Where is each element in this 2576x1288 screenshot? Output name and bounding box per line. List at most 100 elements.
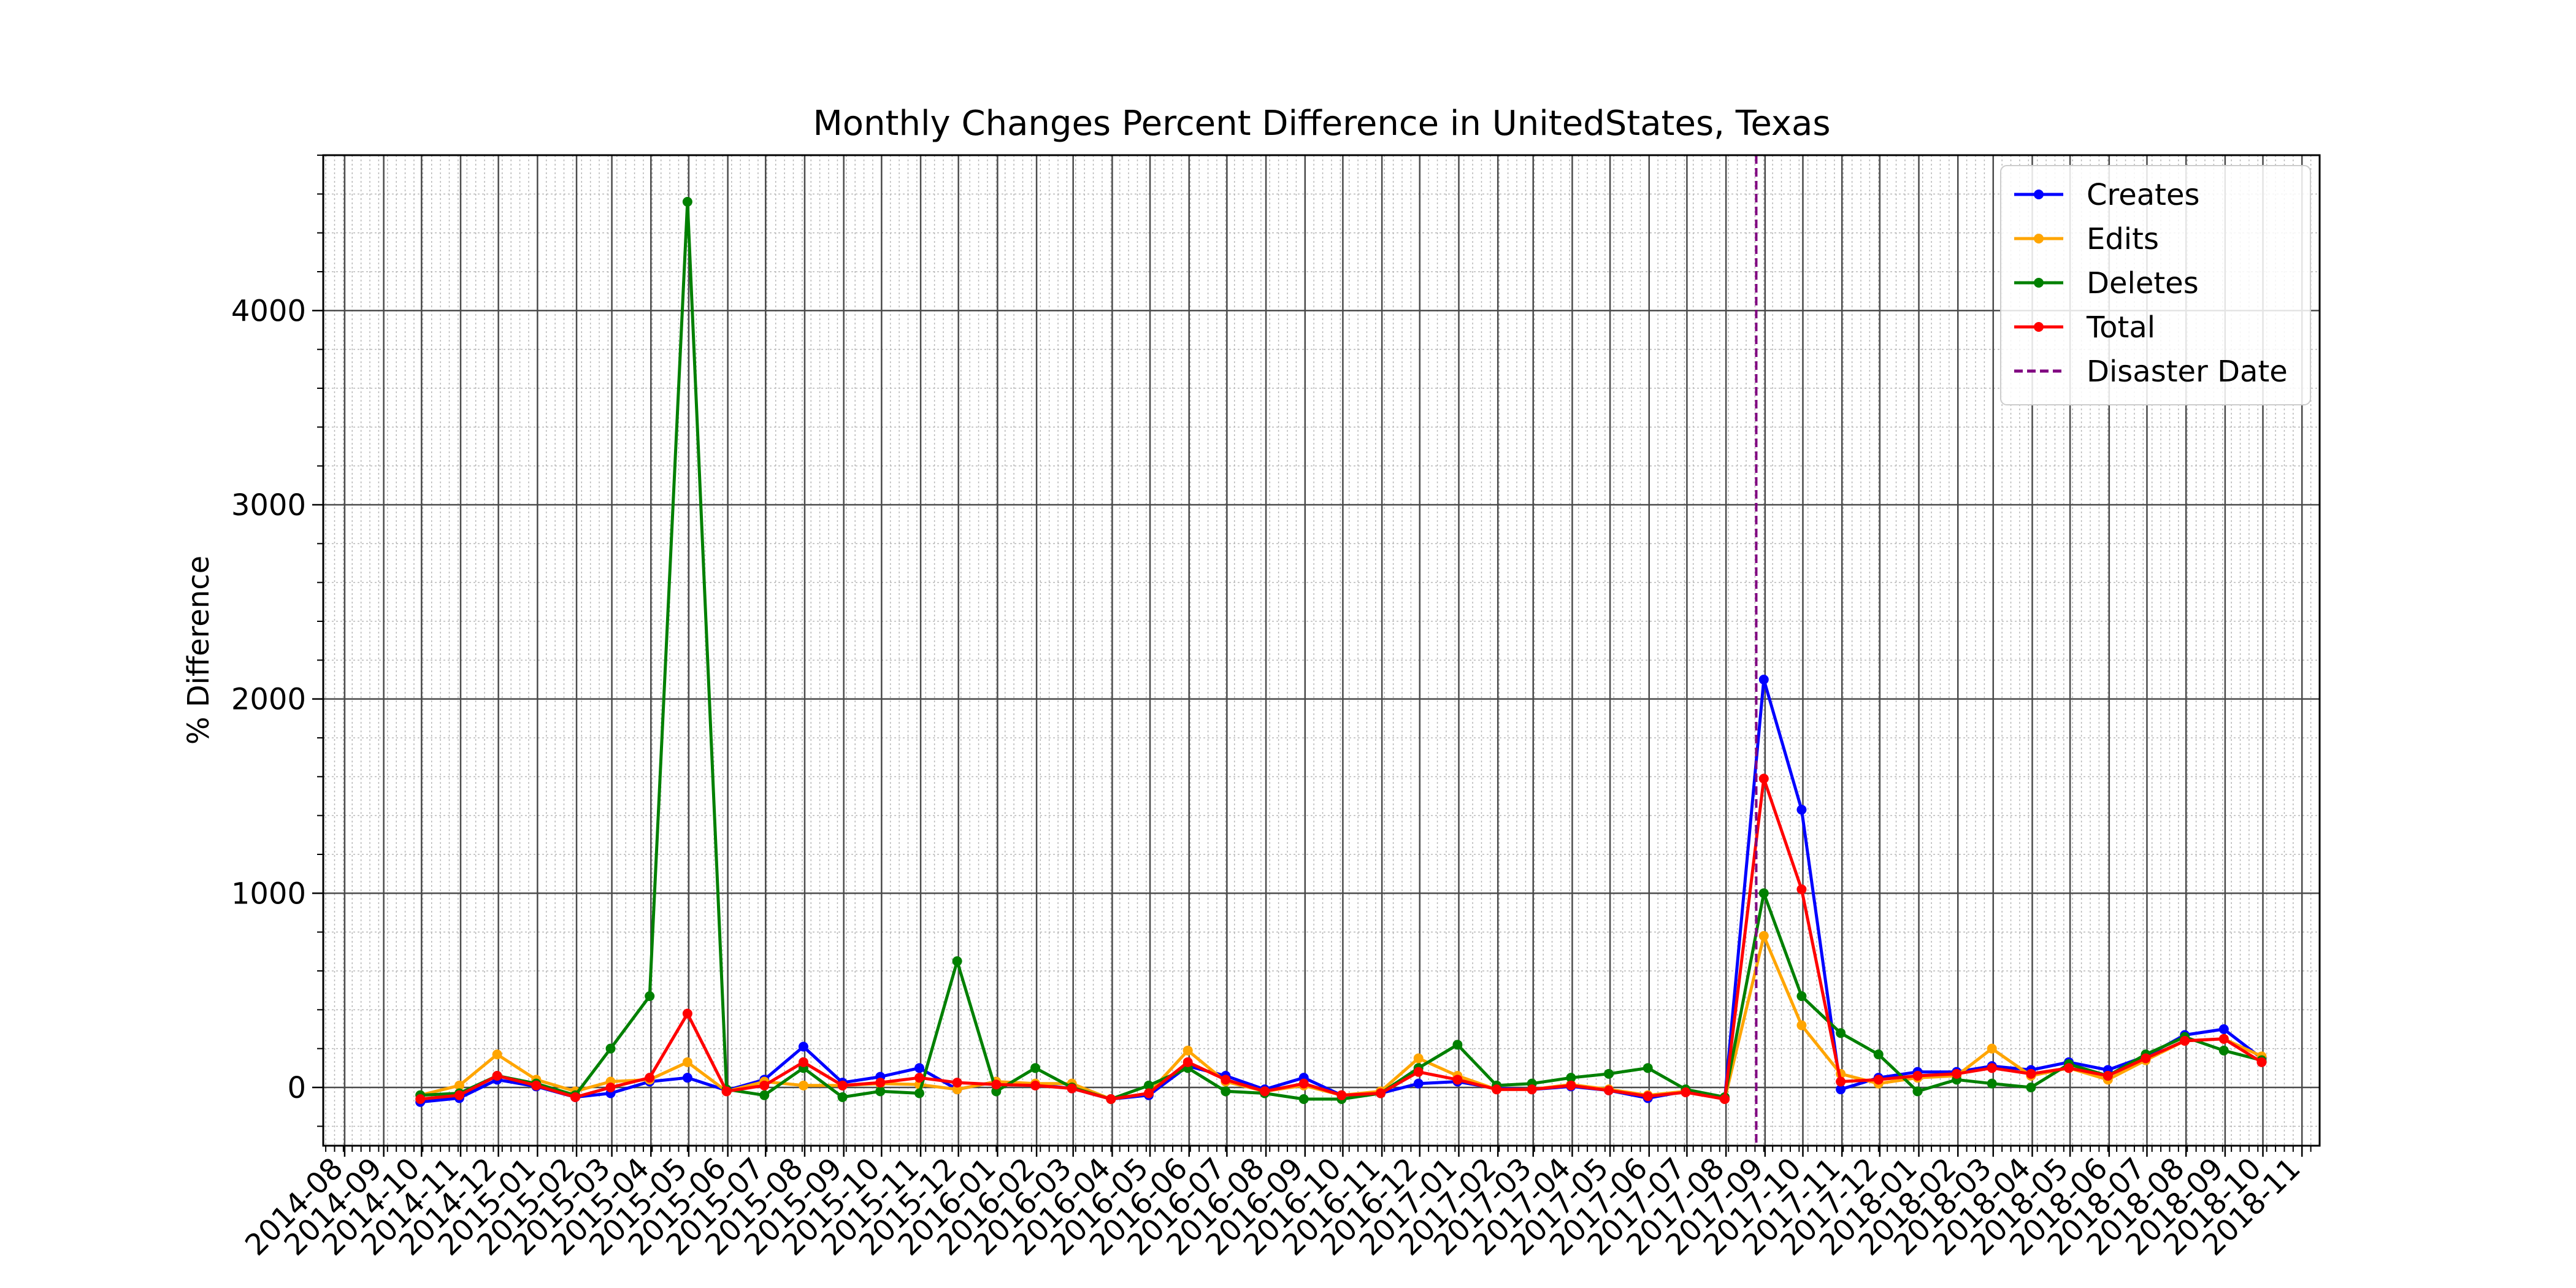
data-point-edits xyxy=(492,1049,502,1060)
legend-marker-total xyxy=(2034,322,2044,332)
data-point-total xyxy=(605,1083,616,1092)
y-tick-label: 4000 xyxy=(231,294,306,328)
data-point-edits xyxy=(1987,1043,1997,1054)
data-point-total xyxy=(1987,1063,1997,1073)
data-point-total xyxy=(1873,1075,1884,1085)
data-point-deletes xyxy=(1143,1080,1154,1091)
data-point-total xyxy=(1260,1086,1270,1097)
data-point-deletes xyxy=(1566,1073,1576,1083)
data-point-deletes xyxy=(1758,888,1769,899)
data-point-edits xyxy=(1758,931,1769,941)
data-point-edits xyxy=(952,1084,962,1095)
data-point-total xyxy=(1604,1085,1614,1095)
data-point-deletes xyxy=(2026,1083,2036,1092)
data-point-total xyxy=(682,1008,692,1019)
legend: Creates Edits Deletes Total Disaster Date xyxy=(2000,165,2311,405)
axis-layer: 2014-082014-092014-102014-112014-122015-… xyxy=(231,155,2312,1262)
data-point-deletes xyxy=(1987,1078,1997,1089)
data-point-total xyxy=(1720,1094,1730,1104)
data-point-total xyxy=(875,1078,886,1088)
data-point-creates xyxy=(2218,1024,2229,1034)
data-point-deletes xyxy=(605,1043,616,1054)
data-point-deletes xyxy=(952,956,962,967)
data-point-total xyxy=(2256,1057,2267,1067)
chart-title: Monthly Changes Percent Difference in Un… xyxy=(813,104,1830,144)
legend-label-deletes: Deletes xyxy=(2087,266,2199,301)
data-point-total xyxy=(645,1073,655,1083)
data-point-total xyxy=(492,1071,502,1081)
data-point-deletes xyxy=(1452,1040,1463,1050)
data-point-total xyxy=(1452,1075,1463,1085)
data-point-deletes xyxy=(837,1092,848,1102)
data-point-creates xyxy=(914,1063,924,1073)
data-point-total xyxy=(1912,1071,1923,1081)
data-point-edits xyxy=(1183,1045,1193,1056)
data-point-total xyxy=(1030,1080,1041,1091)
data-point-creates xyxy=(1758,675,1769,684)
data-point-total xyxy=(1067,1083,1077,1094)
data-point-deletes xyxy=(1030,1063,1041,1073)
data-point-total xyxy=(1796,884,1807,894)
data-point-deletes xyxy=(1873,1049,1884,1060)
data-point-total xyxy=(914,1073,924,1083)
legend-label-total: Total xyxy=(2086,310,2155,345)
data-point-total xyxy=(2218,1033,2229,1044)
y-axis-label: % Difference xyxy=(182,556,216,745)
data-point-total xyxy=(1566,1080,1576,1091)
data-point-total xyxy=(415,1094,426,1104)
data-point-edits xyxy=(682,1057,692,1067)
data-point-total xyxy=(759,1080,770,1091)
data-point-deletes xyxy=(914,1088,924,1098)
data-point-total xyxy=(991,1079,1002,1090)
plot-frame xyxy=(322,154,2321,1147)
data-point-total xyxy=(1681,1087,1691,1097)
data-point-total xyxy=(2103,1071,2113,1081)
data-point-deletes xyxy=(875,1086,886,1097)
data-point-total xyxy=(2141,1053,2151,1064)
data-point-total xyxy=(531,1080,542,1091)
data-point-creates xyxy=(1836,1084,1846,1095)
data-point-total xyxy=(2026,1068,2036,1079)
data-point-total xyxy=(1643,1091,1653,1102)
data-point-deletes xyxy=(991,1086,1002,1097)
legend-box xyxy=(2000,165,2311,405)
data-point-deletes xyxy=(1221,1086,1231,1097)
data-point-deletes xyxy=(1836,1028,1846,1038)
legend-marker-creates xyxy=(2034,190,2044,199)
legend-label-edits: Edits xyxy=(2087,222,2159,256)
data-point-deletes xyxy=(1298,1094,1309,1104)
data-point-total xyxy=(2180,1036,2190,1046)
data-point-total xyxy=(1106,1094,1116,1104)
data-point-total xyxy=(1376,1088,1386,1098)
series-layer xyxy=(415,197,2267,1107)
data-point-creates xyxy=(1796,805,1807,815)
data-point-total xyxy=(1298,1078,1309,1089)
data-point-total xyxy=(1221,1075,1231,1085)
data-point-total xyxy=(570,1092,580,1102)
y-tick-label: 1000 xyxy=(231,876,306,911)
y-tick-label: 0 xyxy=(287,1071,306,1105)
legend-label-disaster-date: Disaster Date xyxy=(2087,355,2288,389)
data-point-deletes xyxy=(759,1090,770,1100)
y-tick-label: 2000 xyxy=(231,683,306,717)
data-point-total xyxy=(1143,1088,1154,1098)
data-point-edits xyxy=(1413,1053,1424,1064)
data-point-creates xyxy=(1413,1078,1424,1089)
legend-label-creates: Creates xyxy=(2087,178,2200,212)
data-point-creates xyxy=(798,1041,808,1052)
data-point-total xyxy=(1413,1067,1424,1077)
data-point-total xyxy=(1527,1084,1537,1095)
data-point-edits xyxy=(798,1080,808,1091)
grid-layer xyxy=(323,155,2320,1146)
data-point-deletes xyxy=(682,197,692,207)
data-point-total xyxy=(1758,773,1769,784)
data-point-deletes xyxy=(2218,1045,2229,1056)
data-point-edits xyxy=(1796,1020,1807,1030)
data-point-total xyxy=(837,1080,848,1091)
data-point-total xyxy=(721,1086,732,1097)
data-point-total xyxy=(1836,1076,1846,1087)
y-tick-label: 3000 xyxy=(231,488,306,523)
data-point-total xyxy=(454,1090,464,1100)
data-point-deletes xyxy=(1796,991,1807,1002)
